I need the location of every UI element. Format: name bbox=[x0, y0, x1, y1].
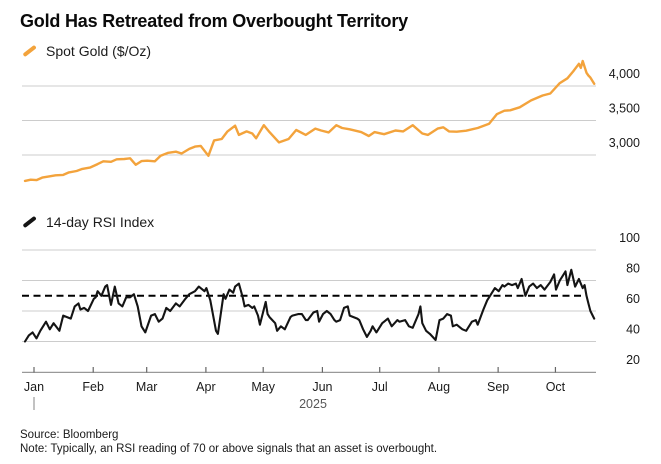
x-tick-label: Apr bbox=[196, 380, 215, 394]
x-tick-label: Jan bbox=[24, 380, 44, 394]
legend-rsi-label: 14-day RSI Index bbox=[46, 214, 155, 230]
y-tick-label: 80 bbox=[626, 262, 640, 276]
x-tick-label: Mar bbox=[136, 380, 158, 394]
x-tick-label: Oct bbox=[546, 380, 566, 394]
legend-spot-gold: Spot Gold ($/Oz) bbox=[22, 43, 151, 59]
x-tick-label: Jul bbox=[372, 380, 388, 394]
legend-rsi: 14-day RSI Index bbox=[22, 214, 154, 230]
y-tick-label: 60 bbox=[626, 292, 640, 306]
y-tick-label: 4,000 bbox=[609, 67, 640, 81]
chart-note: Note: Typically, an RSI reading of 70 or… bbox=[20, 443, 438, 455]
x-tick-label: Feb bbox=[82, 380, 104, 394]
year-label: 2025 bbox=[299, 397, 327, 411]
rsi-line bbox=[23, 268, 596, 343]
source-note: Source: Bloomberg bbox=[20, 429, 119, 441]
x-tick-label: May bbox=[251, 380, 275, 394]
chart-title: Gold Has Retreated from Overbought Terri… bbox=[20, 11, 408, 31]
y-tick-label: 3,500 bbox=[609, 102, 640, 116]
y-tick-label: 40 bbox=[626, 323, 640, 337]
x-tick-label: Jun bbox=[312, 380, 332, 394]
spot-gold-line bbox=[23, 59, 596, 183]
y-tick-label: 3,000 bbox=[609, 136, 640, 150]
x-tick-label: Sep bbox=[487, 380, 509, 394]
y-tick-label: 100 bbox=[619, 231, 640, 245]
legend-spot-gold-label: Spot Gold ($/Oz) bbox=[46, 43, 152, 59]
y-tick-label: 20 bbox=[626, 353, 640, 367]
x-tick-label: Aug bbox=[428, 380, 450, 394]
